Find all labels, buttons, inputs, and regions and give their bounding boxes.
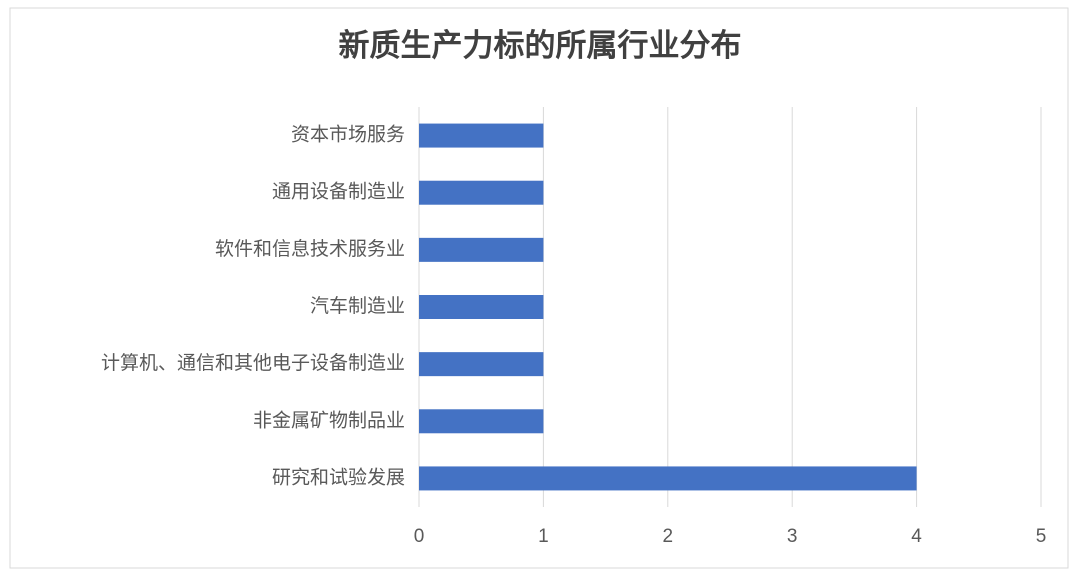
x-tick-label: 4: [911, 526, 922, 547]
bar: [419, 409, 544, 434]
x-tick-label: 1: [538, 526, 549, 547]
y-tick-label: 计算机、通信和其他电子设备制造业: [101, 352, 405, 374]
y-tick-label: 研究和试验发展: [272, 466, 405, 488]
x-tick-label: 2: [663, 526, 674, 547]
x-tick-label: 0: [414, 526, 425, 547]
y-tick-label: 资本市场服务: [291, 124, 405, 146]
bar: [419, 123, 544, 148]
bar: [419, 180, 544, 205]
y-tick-label: 非金属矿物制品业: [253, 409, 405, 431]
y-tick-label: 软件和信息技术服务业: [215, 238, 405, 260]
bar: [419, 352, 544, 377]
chart-title: 新质生产力标的所属行业分布: [339, 28, 742, 63]
bar: [419, 466, 917, 491]
y-tick-label: 汽车制造业: [310, 295, 405, 317]
y-tick-label: 通用设备制造业: [272, 181, 405, 203]
x-tick-label: 5: [1036, 526, 1047, 547]
bar: [419, 237, 544, 262]
x-tick-label: 3: [787, 526, 798, 547]
bar: [419, 295, 544, 319]
